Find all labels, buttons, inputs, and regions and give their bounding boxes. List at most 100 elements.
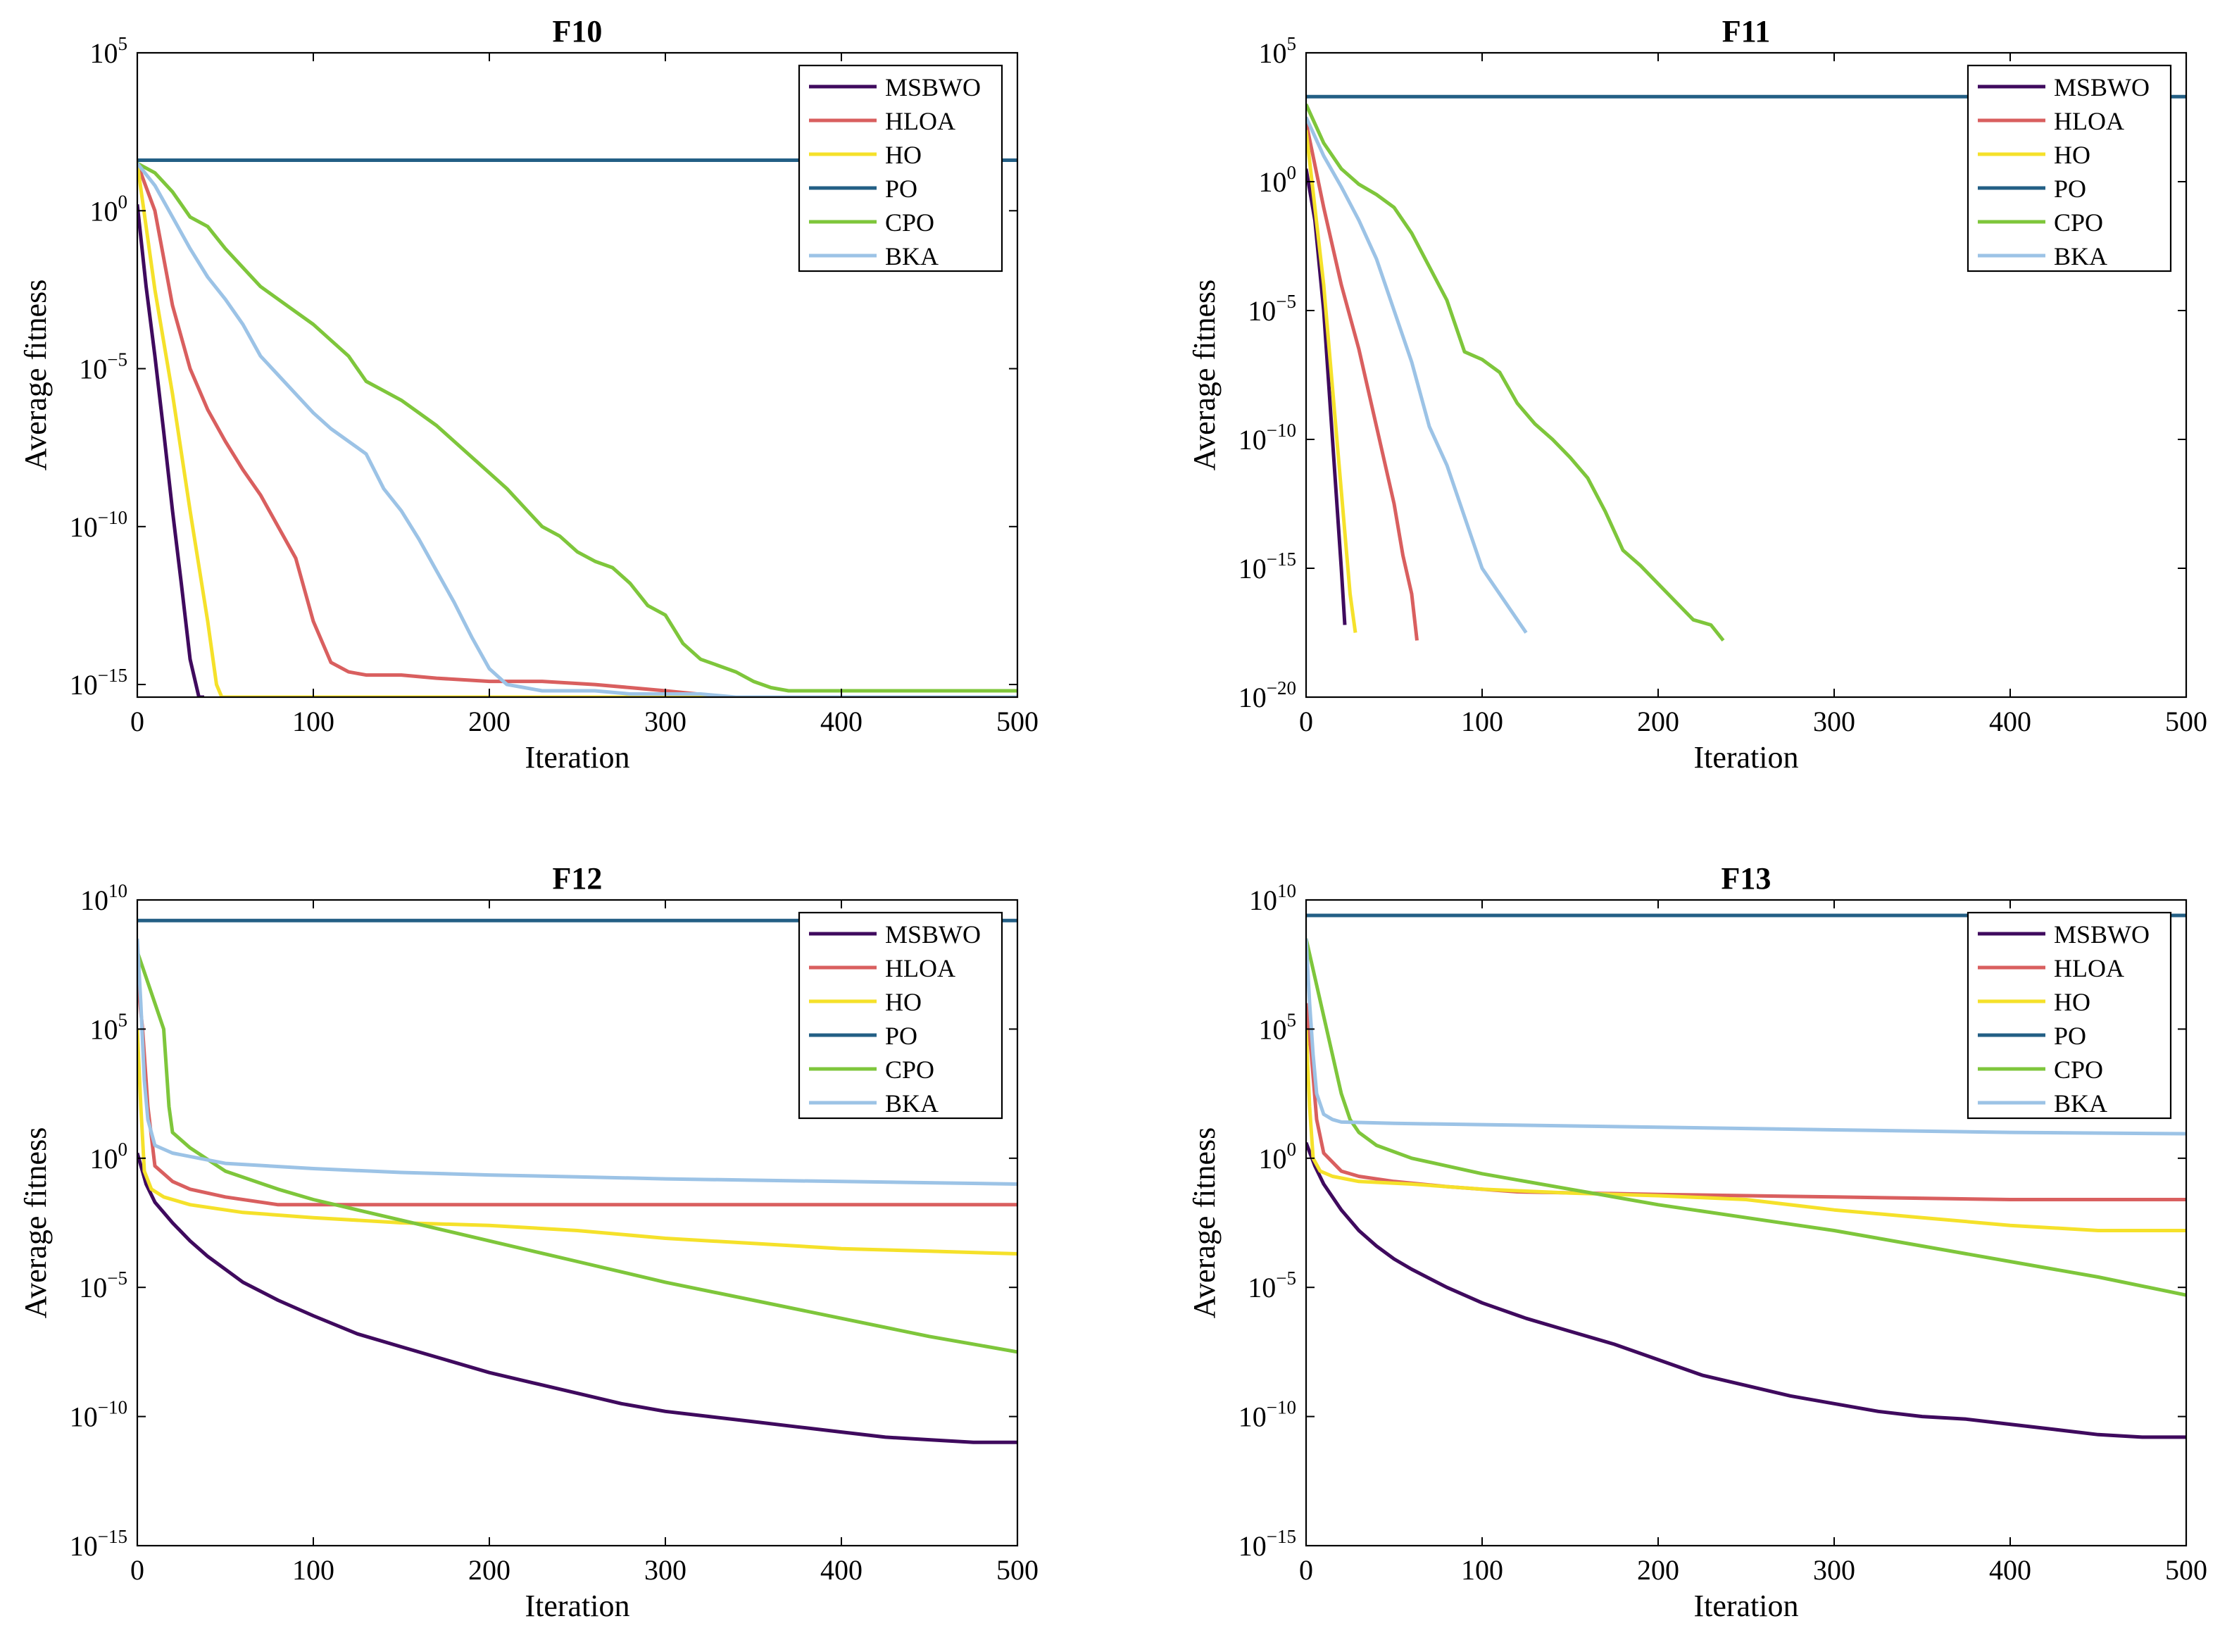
y-axis-label: Average fitness xyxy=(18,1127,53,1319)
chart-title: F12 xyxy=(553,861,603,896)
legend-label-po: PO xyxy=(885,175,917,203)
legend-label-msbwo: MSBWO xyxy=(2054,73,2150,101)
chart-title: F10 xyxy=(553,14,603,49)
y-tick-label: 10−5 xyxy=(1248,1268,1296,1303)
y-tick-label: 100 xyxy=(90,191,128,227)
y-tick-label: 105 xyxy=(90,33,128,69)
series-line-msbwo xyxy=(137,204,204,697)
series-line-cpo xyxy=(137,161,1017,693)
legend: MSBWO HLOA HO PO CPO BKA xyxy=(798,64,1003,273)
y-tick-label: 10−15 xyxy=(70,1526,127,1562)
legend-label-ho: HO xyxy=(2054,988,2090,1016)
y-tick-label: 10−5 xyxy=(1248,291,1296,327)
series-line-ho xyxy=(1306,130,1357,633)
legend-box xyxy=(798,64,1003,273)
series-line-hloa xyxy=(137,163,698,696)
legend: MSBWO HLOA HO PO CPO BKA xyxy=(1967,64,2172,273)
legend-label-po: PO xyxy=(2054,175,2086,203)
y-tick-label: 10−15 xyxy=(1238,549,1296,584)
x-tick-label: 400 xyxy=(820,1554,863,1586)
legend-label-ho: HO xyxy=(885,141,922,169)
series-line-ho xyxy=(137,1029,1017,1256)
legend-label-hloa: HLOA xyxy=(2054,954,2124,982)
x-tick-label: 0 xyxy=(130,1554,144,1586)
series-line-msbwo xyxy=(1306,168,1347,625)
chart-panel-f11: 0 100 200 300 400 500 10−20 10−15 10−10 10−5 100 10… xyxy=(1187,14,2207,775)
series-line-bka xyxy=(137,162,1017,697)
legend-box xyxy=(1967,911,2172,1120)
series-line-msbwo xyxy=(1306,1141,2186,1439)
x-axis-label: Iteration xyxy=(525,740,629,775)
y-tick-label: 10−10 xyxy=(1238,420,1296,456)
x-tick-label: 100 xyxy=(1461,1554,1503,1586)
series-line-cpo xyxy=(1306,104,1725,642)
x-tick-label: 0 xyxy=(1299,706,1313,737)
x-tick-label: 500 xyxy=(996,706,1039,737)
axes-box xyxy=(136,51,1019,699)
legend-label-hloa: HLOA xyxy=(885,954,955,982)
legend-label-po: PO xyxy=(885,1022,917,1050)
legend-label-cpo: CPO xyxy=(885,1056,934,1084)
axes-box xyxy=(1305,51,2188,699)
x-tick-label: 100 xyxy=(292,1554,334,1586)
legend: MSBWO HLOA HO PO CPO BKA xyxy=(798,911,1003,1120)
legend-label-bka: BKA xyxy=(885,1089,939,1118)
legend-label-hloa: HLOA xyxy=(885,107,955,135)
x-axis-label: Iteration xyxy=(1693,1589,1798,1623)
y-tick-label: 1010 xyxy=(1249,880,1296,916)
y-tick-label: 10−10 xyxy=(70,507,127,543)
legend: MSBWO HLOA HO PO CPO BKA xyxy=(1967,911,2172,1120)
x-tick-label: 400 xyxy=(820,706,863,737)
series-line-bka xyxy=(1306,938,2186,1136)
series-line-msbwo xyxy=(137,1152,1017,1444)
series-line-cpo xyxy=(1306,938,2186,1297)
y-tick-label: 105 xyxy=(90,1009,128,1045)
legend-label-msbwo: MSBWO xyxy=(885,920,981,949)
axes-box xyxy=(136,899,1019,1547)
x-axis-label: Iteration xyxy=(525,1589,629,1623)
x-tick-label: 300 xyxy=(644,706,686,737)
series-group xyxy=(137,158,1017,697)
series-line-cpo xyxy=(137,951,1017,1354)
y-axis-label: Average fitness xyxy=(18,280,53,471)
x-tick-label: 300 xyxy=(1813,706,1855,737)
x-tick-label: 300 xyxy=(644,1554,686,1586)
chart-panel-f12: 0 100 200 300 400 500 10−15 10−10 10−5 100 105 1010… xyxy=(18,861,1039,1623)
x-tick-label: 400 xyxy=(1989,706,2031,737)
axes-box xyxy=(1305,899,2188,1547)
y-axis-label: Average fitness xyxy=(1187,280,1222,471)
x-tick-label: 100 xyxy=(1461,706,1503,737)
series-line-bka xyxy=(137,938,1017,1186)
x-tick-label: 200 xyxy=(468,706,510,737)
series-line-ho xyxy=(1306,1029,2186,1232)
x-tick-label: 500 xyxy=(996,1554,1039,1586)
y-tick-label: 1010 xyxy=(80,880,127,916)
chart-panel-f13: 0 100 200 300 400 500 10−15 10−10 10−5 100 105 1010… xyxy=(1187,861,2207,1623)
series-line-hloa xyxy=(1306,122,1419,641)
chart-title: F11 xyxy=(1722,14,1770,49)
legend-box xyxy=(1967,64,2172,273)
y-axis-label: Average fitness xyxy=(1187,1127,1222,1319)
y-tick-label: 100 xyxy=(1259,1139,1297,1175)
legend-label-bka: BKA xyxy=(885,242,939,270)
legend-box xyxy=(798,911,1003,1120)
legend-label-ho: HO xyxy=(2054,141,2090,169)
x-tick-label: 0 xyxy=(1299,1554,1313,1586)
y-tick-label: 10−5 xyxy=(79,349,127,385)
legend-label-hloa: HLOA xyxy=(2054,107,2124,135)
x-tick-label: 100 xyxy=(292,706,334,737)
legend-label-bka: BKA xyxy=(2054,1089,2107,1118)
y-tick-label: 10−15 xyxy=(70,665,127,701)
series-line-ho xyxy=(137,163,1017,697)
legend-label-cpo: CPO xyxy=(2054,1056,2103,1084)
legend-label-ho: HO xyxy=(885,988,922,1016)
x-tick-label: 200 xyxy=(1637,1554,1679,1586)
legend-label-bka: BKA xyxy=(2054,242,2107,270)
legend-label-msbwo: MSBWO xyxy=(885,73,981,101)
x-tick-label: 500 xyxy=(2165,706,2207,737)
y-tick-label: 10−15 xyxy=(1238,1526,1296,1562)
y-tick-label: 10−10 xyxy=(70,1397,127,1433)
y-tick-label: 105 xyxy=(1259,1009,1297,1045)
legend-label-msbwo: MSBWO xyxy=(2054,920,2150,949)
x-tick-label: 300 xyxy=(1813,1554,1855,1586)
